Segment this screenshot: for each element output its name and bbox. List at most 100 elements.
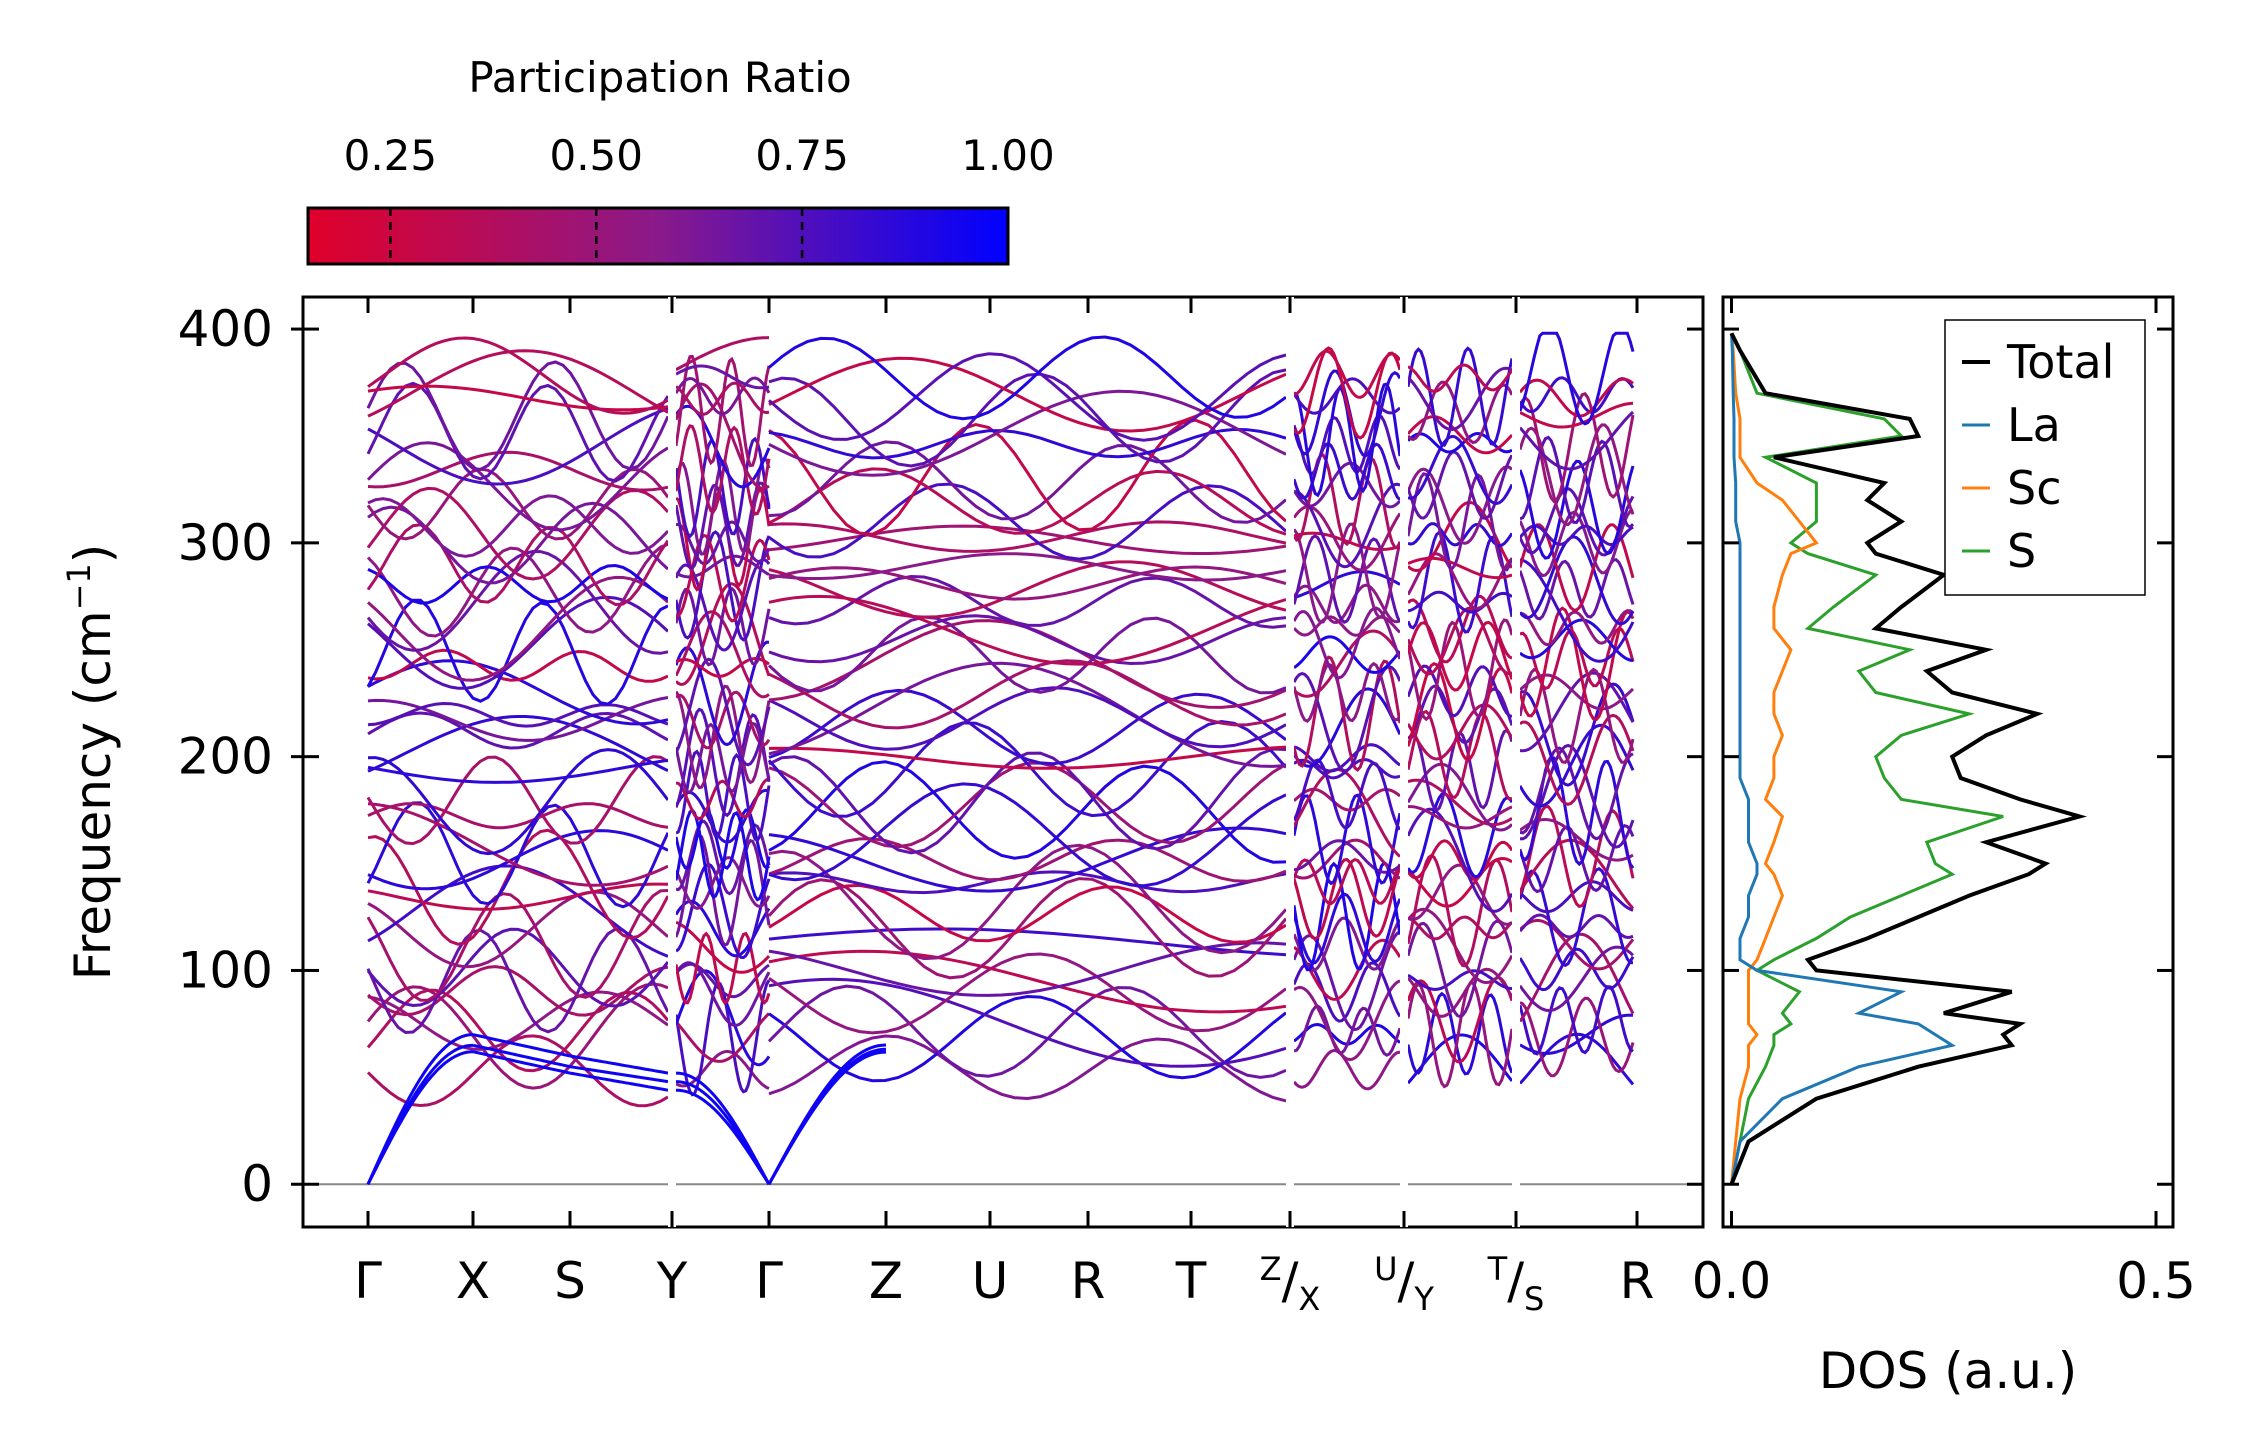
phonon-band xyxy=(1407,778,1513,827)
phonon-band xyxy=(1293,787,1401,812)
y-axis-label: Frequency (cm−1) xyxy=(60,544,122,981)
phonon-band xyxy=(675,336,770,372)
phonon-band xyxy=(1406,839,1514,881)
phonon-band xyxy=(367,748,670,856)
phonon-band xyxy=(1293,979,1401,1062)
phonon-band xyxy=(768,782,1287,888)
phonon-band xyxy=(1292,522,1402,624)
dos-line-total xyxy=(1729,332,2087,1185)
dos-line-s xyxy=(1730,332,2004,1185)
legend-label: Sc xyxy=(2007,461,2062,515)
phonon-band xyxy=(768,467,1287,536)
phonon-band xyxy=(366,927,670,1008)
phonon-band xyxy=(675,364,770,390)
legend-label: S xyxy=(2007,524,2036,578)
phonon-band xyxy=(768,949,1287,1014)
phonon-band xyxy=(366,549,669,655)
phonon-band xyxy=(1518,331,1635,426)
phonon-band xyxy=(674,707,771,818)
phonon-band xyxy=(1293,839,1401,874)
phonon-band xyxy=(1292,793,1402,886)
phonon-band xyxy=(1518,459,1635,560)
phonon-band xyxy=(768,368,1287,468)
phonon-band xyxy=(1518,535,1635,626)
phonon-band xyxy=(1519,609,1634,647)
phonon-band xyxy=(366,441,669,532)
phonon-band xyxy=(768,418,1288,536)
colorbar-tick-label: 1.00 xyxy=(961,131,1055,180)
phonon-band xyxy=(1519,996,1635,1078)
phonon-band xyxy=(768,745,1287,770)
phonon-band xyxy=(674,1012,771,1063)
phonon-band xyxy=(366,1033,474,1185)
phonon-band xyxy=(1406,346,1514,447)
phonon-band xyxy=(1292,857,1402,906)
phonon-band xyxy=(767,1047,887,1185)
y-tick-label: 200 xyxy=(178,728,273,786)
colorbar-tick-label: 0.75 xyxy=(755,131,849,180)
phonon-band xyxy=(768,352,1287,442)
phonon-band xyxy=(1518,377,1634,418)
phonon-band xyxy=(367,575,669,682)
phonon-band xyxy=(767,719,1288,818)
phonon-band xyxy=(768,760,1287,864)
phonon-band xyxy=(768,994,1287,1083)
phonon-band xyxy=(1406,664,1513,718)
phonon-band xyxy=(1518,723,1635,808)
phonon-band xyxy=(367,494,670,558)
phonon-band xyxy=(675,381,770,416)
phonon-band xyxy=(1407,434,1514,506)
phonon-band xyxy=(1518,880,1634,914)
phonon-band xyxy=(768,389,1287,477)
phonon-band xyxy=(1406,465,1513,545)
phonon-band xyxy=(367,349,669,418)
phonon-band xyxy=(1406,703,1514,761)
k-point-label: Y xyxy=(656,1252,688,1310)
phonon-band xyxy=(675,656,770,678)
dos-panel-frame xyxy=(1721,295,2175,1229)
phonon-band xyxy=(674,931,771,1005)
phonon-band xyxy=(768,952,1287,1035)
phonon-band xyxy=(1518,985,1634,1056)
phonon-band xyxy=(675,1049,770,1090)
phonon-band xyxy=(366,598,669,706)
phonon-band xyxy=(674,640,770,747)
phonon-band xyxy=(1292,767,1401,858)
phonon-band xyxy=(1292,860,1402,972)
phonon-band xyxy=(674,424,771,516)
colorbar-tick-label: 0.50 xyxy=(549,131,643,180)
k-point-label: R xyxy=(1071,1252,1106,1310)
phonon-band xyxy=(367,802,669,830)
colorbar-title: Participation Ratio xyxy=(468,53,851,102)
phonon-band xyxy=(1519,671,1635,753)
phonon-band xyxy=(1519,435,1635,529)
phonon-band xyxy=(768,560,1287,619)
phonon-band xyxy=(768,688,1287,766)
phonon-band xyxy=(1407,915,1514,941)
phonon-band xyxy=(768,574,1287,629)
band-panel-frame xyxy=(301,295,1705,1229)
phonon-band xyxy=(1293,938,1402,1001)
phonon-band xyxy=(1406,856,1513,908)
phonon-band xyxy=(366,1034,669,1108)
phonon-band xyxy=(768,927,1287,957)
phonon-band xyxy=(367,648,669,683)
k-point-label: Z/X xyxy=(1260,1250,1321,1318)
phonon-band xyxy=(366,1043,474,1185)
phonon-band xyxy=(1292,661,1402,724)
phonon-band xyxy=(1407,590,1513,614)
y-tick-label: 300 xyxy=(178,514,273,572)
phonon-band xyxy=(1518,523,1635,612)
phonon-band xyxy=(1406,967,1514,1018)
colorbar-tick-label: 0.25 xyxy=(344,131,438,180)
phonon-band xyxy=(1293,743,1401,773)
phonon-band xyxy=(674,808,770,870)
phonon-band xyxy=(1519,626,1635,691)
phonon-band xyxy=(366,360,670,472)
phonon-band xyxy=(1406,709,1513,801)
legend-label: La xyxy=(2007,398,2061,452)
phonon-band xyxy=(1406,472,1514,572)
phonon-band xyxy=(768,552,1287,582)
phonon-band xyxy=(768,761,1287,849)
band-structure-panel: 0 100 200 300 400 Γ X S Y Γ Z U R T Z/X U/Y T/S R Freque… xyxy=(60,295,1705,1318)
